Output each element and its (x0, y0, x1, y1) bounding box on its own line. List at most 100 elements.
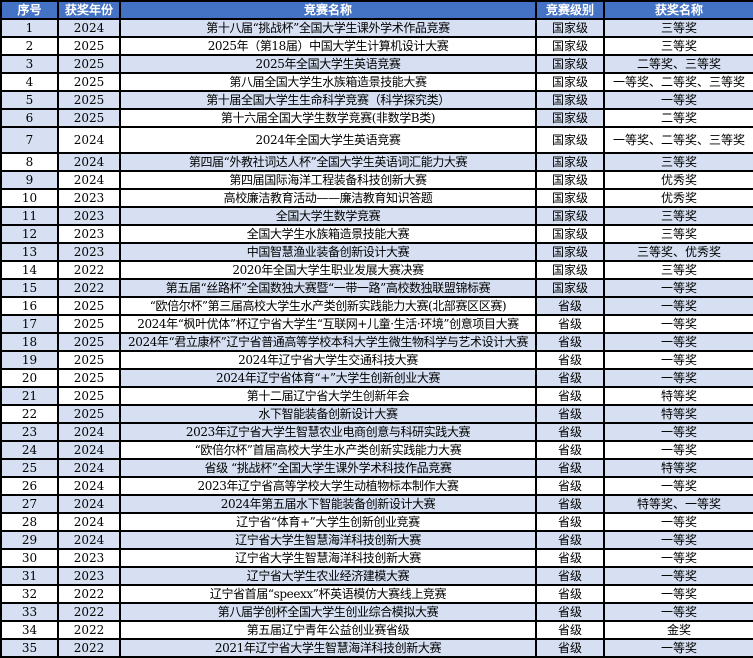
cell-level: 省级 (535, 350, 605, 370)
cell-level: 省级 (535, 314, 605, 334)
cell-year: 2022 (57, 602, 121, 622)
table-row: 17 2025 2024年“枫叶优体”杯辽宁省大学生“互联网+儿童·生活·环境”创意… (0, 314, 753, 334)
cell-award: 金奖 (603, 620, 753, 640)
cell-index: 12 (0, 224, 59, 244)
col-header-year: 获奖年份 (57, 0, 121, 20)
cell-name: 第十二届辽宁省大学生创新年会 (119, 386, 537, 406)
table-row: 8 2024 第四届“外教社词达人杯”全国大学生英语词汇能力大赛 国家级 三等奖 (0, 152, 753, 172)
cell-award: 一等奖 (603, 530, 753, 550)
cell-award: 特等奖 (603, 458, 753, 478)
table-row: 21 2025 第十二届辽宁省大学生创新年会 省级 特等奖 (0, 386, 753, 406)
cell-index: 32 (0, 584, 59, 604)
cell-index: 1 (0, 18, 59, 38)
col-header-level: 竞赛级别 (535, 0, 605, 20)
cell-name: 2023年辽宁省大学生智慧农业电商创意与科研实践大赛 (119, 422, 537, 442)
table-row: 9 2024 第四届国际海洋工程装备科技创新大赛 国家级 优秀奖 (0, 170, 753, 190)
cell-year: 2024 (57, 494, 121, 514)
cell-level: 省级 (535, 620, 605, 640)
cell-index: 21 (0, 386, 59, 406)
cell-level: 省级 (535, 332, 605, 352)
cell-level: 省级 (535, 638, 605, 658)
cell-award: 一等奖 (603, 602, 753, 622)
cell-year: 2024 (57, 512, 121, 532)
cell-index: 29 (0, 530, 59, 550)
cell-level: 省级 (535, 530, 605, 550)
table-row: 28 2024 辽宁省“体育+”大学生创新创业竞赛 省级 一等奖 (0, 512, 753, 532)
cell-level: 国家级 (535, 206, 605, 226)
cell-year: 2025 (57, 404, 121, 424)
cell-year: 2025 (57, 54, 121, 74)
header-row: 序号 获奖年份 竞赛名称 竞赛级别 获奖名称 (0, 0, 753, 20)
table-row: 18 2025 2024年“君立康杯”辽宁省普通高等学校本科大学生微生物科学与艺术设… (0, 332, 753, 352)
cell-level: 省级 (535, 566, 605, 586)
table-row: 5 2025 第十届全国大学生生命科学竞赛（科学探究类） 国家级 一等奖 (0, 90, 753, 110)
cell-index: 30 (0, 548, 59, 568)
cell-year: 2022 (57, 620, 121, 640)
cell-award: 一等奖 (603, 584, 753, 604)
cell-index: 7 (0, 126, 59, 154)
cell-name: “欧倍尔杯”首届高校大学生水产类创新实践能力大赛 (119, 440, 537, 460)
cell-level: 省级 (535, 476, 605, 496)
cell-award: 一等奖、二等奖、三等奖 (603, 72, 753, 92)
cell-name: 中国智慧渔业装备创新设计大赛 (119, 242, 537, 262)
cell-award: 一等奖 (603, 548, 753, 568)
table-row: 15 2022 第五届“丝路杯”全国数独大赛暨“一带一路”高校数独联盟锦标赛 国家级一… (0, 278, 753, 298)
cell-level: 国家级 (535, 90, 605, 110)
cell-level: 省级 (535, 494, 605, 514)
cell-award: 优秀奖 (603, 188, 753, 208)
cell-year: 2023 (57, 548, 121, 568)
cell-name: 辽宁省大学生智慧海洋科技创新大赛 (119, 548, 537, 568)
cell-index: 8 (0, 152, 59, 172)
table-body: 1 2024 第十八届“挑战杯”全国大学生课外学术作品竞赛 国家级 三等奖 2 2025 20… (0, 18, 753, 658)
table-row: 7 2024 2024年全国大学生英语竞赛 国家级 一等奖、二等奖、三等奖 (0, 126, 753, 154)
table-row: 2 2025 2025年（第18届）中国大学生计算机设计大赛 国家级 三等奖 (0, 36, 753, 56)
cell-year: 2025 (57, 296, 121, 316)
cell-name: 2024年“枫叶优体”杯辽宁省大学生“互联网+儿童·生活·环境”创意项目大赛 (119, 314, 537, 334)
cell-level: 省级 (535, 548, 605, 568)
cell-year: 2025 (57, 332, 121, 352)
table-row: 33 2022 第八届学创杯全国大学生创业综合模拟大赛 省级 一等奖 (0, 602, 753, 622)
cell-year: 2025 (57, 386, 121, 406)
cell-index: 13 (0, 242, 59, 262)
cell-year: 2022 (57, 260, 121, 280)
cell-level: 国家级 (535, 18, 605, 38)
cell-index: 19 (0, 350, 59, 370)
table-row: 3 2025 2025年全国大学生英语竞赛 国家级 二等奖、三等奖 (0, 54, 753, 74)
table-row: 19 2025 2024年辽宁省大学生交通科技大赛 省级 一等奖 (0, 350, 753, 370)
cell-award: 二等奖、三等奖 (603, 54, 753, 74)
cell-name: 第五届“丝路杯”全国数独大赛暨“一带一路”高校数独联盟锦标赛 (119, 278, 537, 298)
cell-index: 18 (0, 332, 59, 352)
cell-year: 2025 (57, 368, 121, 388)
cell-index: 35 (0, 638, 59, 658)
cell-award: 一等奖 (603, 368, 753, 388)
cell-name: 2025年（第18届）中国大学生计算机设计大赛 (119, 36, 537, 56)
cell-name: 省级 “挑战杯”全国大学生课外学术科技作品竞赛 (119, 458, 537, 478)
table-row: 11 2023 全国大学生数学竞赛 国家级 三等奖 (0, 206, 753, 226)
cell-year: 2024 (57, 126, 121, 154)
cell-year: 2022 (57, 278, 121, 298)
cell-award: 一等奖 (603, 314, 753, 334)
cell-year: 2023 (57, 188, 121, 208)
cell-name: 2025年全国大学生英语竞赛 (119, 54, 537, 74)
cell-name: 2023年辽宁省高等学校大学生动植物标本制作大赛 (119, 476, 537, 496)
cell-award: 一等奖 (603, 278, 753, 298)
cell-name: 辽宁省大学生智慧海洋科技创新大赛 (119, 530, 537, 550)
cell-award: 一等奖 (603, 296, 753, 316)
table-row: 27 2024 2024年第五届水下智能装备创新设计大赛 省级 特等奖、一等奖 (0, 494, 753, 514)
cell-name: 全国大学生水族箱造景技能大赛 (119, 224, 537, 244)
cell-award: 三等奖 (603, 152, 753, 172)
cell-award: 特等奖、一等奖 (603, 494, 753, 514)
cell-award: 三等奖 (603, 224, 753, 244)
cell-award: 特等奖 (603, 404, 753, 424)
table-row: 10 2023 高校廉洁教育活动——廉洁教育知识答题 国家级 优秀奖 (0, 188, 753, 208)
cell-year: 2023 (57, 206, 121, 226)
cell-index: 34 (0, 620, 59, 640)
cell-index: 23 (0, 422, 59, 442)
cell-name: 2024年辽宁省大学生交通科技大赛 (119, 350, 537, 370)
cell-index: 31 (0, 566, 59, 586)
cell-level: 省级 (535, 512, 605, 532)
cell-level: 国家级 (535, 152, 605, 172)
cell-award: 一等奖、二等奖、三等奖 (603, 126, 753, 154)
cell-year: 2024 (57, 152, 121, 172)
